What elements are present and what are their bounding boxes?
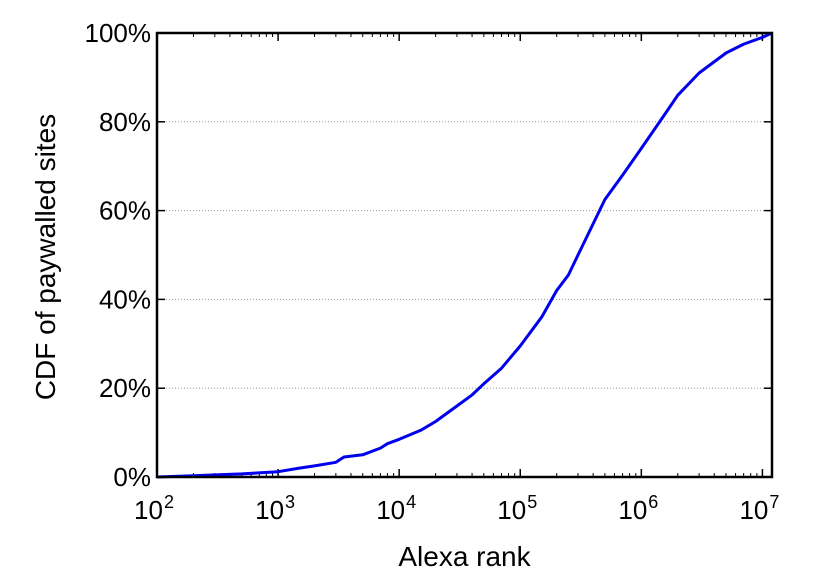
x-tick-label: 103 bbox=[255, 492, 295, 525]
minor-ticks bbox=[192, 33, 758, 477]
x-tick-label: 106 bbox=[618, 492, 658, 525]
plot-frame bbox=[155, 31, 774, 479]
y-tick-labels: 0% 20% 40% 60% 80% 100% bbox=[85, 18, 152, 492]
cdf-series-line bbox=[156, 31, 773, 479]
y-tick-label: 60% bbox=[99, 196, 151, 226]
major-ticks bbox=[156, 32, 772, 478]
x-tick-label: 104 bbox=[376, 492, 416, 525]
x-tick-labels: 102 103 104 105 106 107 bbox=[134, 492, 779, 525]
x-tick-label: 102 bbox=[134, 492, 174, 525]
y-tick-label: 80% bbox=[99, 107, 151, 137]
y-tick-label: 0% bbox=[113, 462, 151, 492]
x-tick-label: 107 bbox=[739, 492, 779, 525]
x-axis-title: Alexa rank bbox=[398, 541, 531, 572]
x-tick-label: 105 bbox=[497, 492, 537, 525]
y-tick-label: 100% bbox=[85, 18, 152, 48]
y-tick-label: 40% bbox=[99, 284, 151, 314]
grid-lines bbox=[157, 121, 772, 389]
y-tick-label: 20% bbox=[99, 373, 151, 403]
y-axis-title: CDF of paywalled sites bbox=[30, 114, 61, 400]
